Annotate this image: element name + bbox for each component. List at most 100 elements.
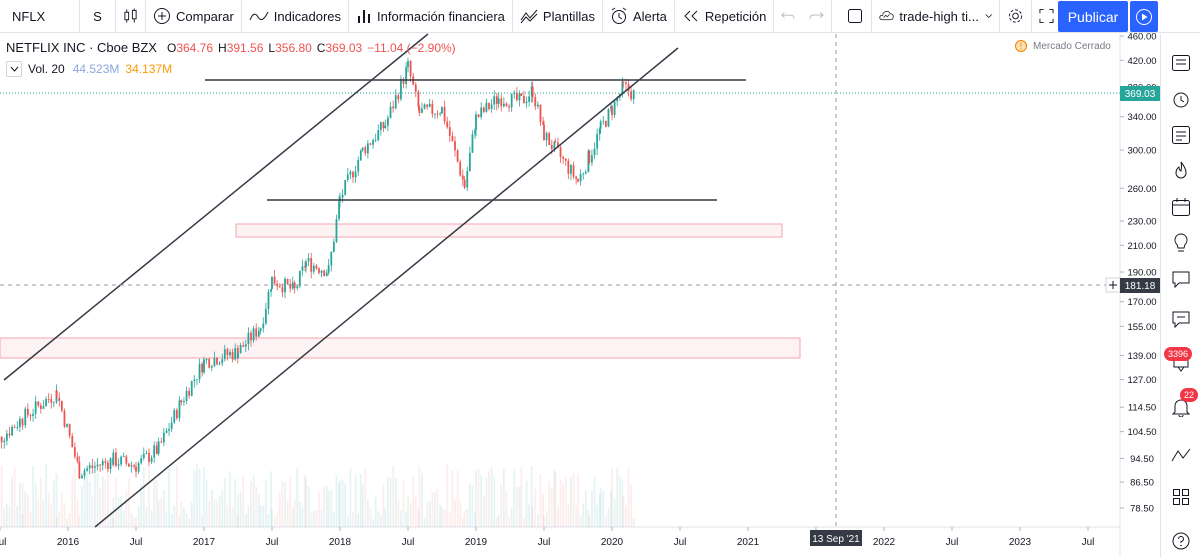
- interval-selector[interactable]: S: [80, 0, 116, 33]
- channel-lower-line[interactable]: [94, 47, 679, 528]
- candle-body: [493, 96, 496, 105]
- volume-bar: [148, 465, 150, 527]
- watchlist-button[interactable]: [1170, 52, 1192, 74]
- candle-body: [133, 465, 136, 467]
- volume-bar: [611, 467, 613, 527]
- volume-bar: [361, 484, 364, 527]
- replay-button[interactable]: Repetición: [675, 0, 775, 33]
- candle-body: [112, 452, 115, 465]
- alert-button[interactable]: Alerta: [603, 0, 675, 33]
- volume-bar: [520, 467, 523, 527]
- volume-bar: [570, 477, 572, 527]
- symbol-search[interactable]: NFLX: [0, 0, 80, 33]
- financials-button[interactable]: Información financiera: [349, 0, 513, 33]
- candle-body: [418, 107, 421, 113]
- legend-collapse-button[interactable]: [6, 61, 22, 77]
- candle-body: [352, 171, 354, 178]
- video-button[interactable]: [1130, 1, 1158, 32]
- candle-body: [210, 366, 213, 368]
- expand-icon: [1039, 8, 1054, 24]
- settings-button[interactable]: [1000, 0, 1033, 33]
- volume-bar: [562, 482, 565, 527]
- publish-button[interactable]: Publicar: [1058, 1, 1128, 32]
- messages-button[interactable]: [1170, 308, 1192, 330]
- volume-bar: [596, 505, 599, 527]
- crosshair-plus-button[interactable]: [1105, 277, 1121, 293]
- volume-bar: [505, 490, 508, 527]
- candle-body: [242, 345, 245, 347]
- volume-bar: [409, 502, 412, 527]
- templates-icon: [520, 9, 538, 24]
- volume-bar: [18, 483, 21, 527]
- alerts-panel-button[interactable]: [1170, 88, 1192, 110]
- candle-body: [99, 464, 102, 466]
- candle-body: [528, 96, 531, 102]
- volume-bar: [436, 489, 439, 527]
- volume-bar: [81, 485, 83, 527]
- candle-body: [178, 400, 181, 419]
- candle-body: [18, 418, 21, 428]
- demand-zone-lower[interactable]: [0, 337, 801, 359]
- candle-body: [550, 144, 553, 149]
- candle-body: [402, 79, 405, 84]
- volume-bar: [352, 511, 354, 527]
- chats-button[interactable]: [1170, 268, 1192, 290]
- volume-bar: [384, 508, 387, 527]
- candle-body: [454, 141, 456, 151]
- time-tick-label: Jul: [402, 537, 415, 548]
- volume-bar: [5, 503, 8, 527]
- candle-body: [598, 128, 601, 135]
- candle-body: [83, 470, 86, 476]
- candle-body: [122, 456, 125, 458]
- volume-bar: [332, 512, 335, 527]
- volume-bar: [530, 466, 533, 527]
- templates-button[interactable]: Plantillas: [513, 0, 603, 33]
- volume-bar: [359, 474, 362, 527]
- fullscreen-toggle-button[interactable]: [838, 0, 873, 33]
- hotlists-button[interactable]: [1170, 160, 1192, 182]
- volume-bar: [325, 485, 328, 527]
- volume-bar: [229, 471, 231, 527]
- undo-icon: [781, 12, 795, 19]
- calendar-button[interactable]: [1170, 196, 1192, 218]
- price-chart[interactable]: 460.00420.00380.00340.00300.00260.00230.…: [0, 0, 1160, 557]
- volume-bar: [234, 478, 237, 527]
- candle-body: [417, 91, 420, 108]
- price-axis[interactable]: 460.00420.00380.00340.00300.00260.00230.…: [1120, 32, 1157, 515]
- time-axis[interactable]: Jul 2016 Jul 2017 Jul 2018 Jul 2019 Jul 2020 Jul 20…: [0, 527, 1094, 548]
- bar-chart-icon: [358, 10, 371, 23]
- order-panel-button[interactable]: [1170, 444, 1192, 466]
- lightbulb-icon: [1174, 233, 1188, 252]
- volume-bar: [160, 497, 163, 527]
- candle-body: [145, 453, 148, 454]
- channel-upper-line[interactable]: [3, 33, 429, 381]
- indicators-button[interactable]: Indicadores: [242, 0, 350, 33]
- candle-body: [588, 150, 591, 163]
- candle-body: [441, 107, 443, 114]
- chevron-down-icon: [985, 14, 992, 19]
- volume-bar: [150, 510, 153, 527]
- candle-body: [213, 357, 216, 367]
- candle-body: [599, 121, 602, 129]
- volume-bar: [271, 508, 273, 527]
- help-button[interactable]: [1170, 530, 1192, 552]
- redo-button[interactable]: [802, 0, 833, 33]
- chart-type-button[interactable]: [116, 0, 146, 33]
- candle-body: [267, 291, 270, 309]
- market-status[interactable]: ! Mercado Cerrado: [1015, 40, 1111, 52]
- demand-zone-upper[interactable]: [235, 223, 783, 238]
- volume-bar: [140, 484, 143, 527]
- ideas-stream-button[interactable]: [1170, 232, 1192, 254]
- candle-body: [76, 456, 79, 462]
- undo-button[interactable]: [774, 0, 802, 33]
- candle-body: [584, 171, 587, 174]
- volume-bar: [262, 505, 265, 527]
- layout-selector[interactable]: trade-high ti...: [872, 0, 1001, 33]
- data-window-button[interactable]: [1170, 124, 1192, 146]
- volume-bar: [135, 517, 137, 527]
- candle-body: [201, 363, 204, 373]
- object-tree-button[interactable]: [1170, 486, 1192, 508]
- compare-button[interactable]: Comparar: [146, 0, 242, 33]
- candle-body: [196, 379, 198, 381]
- candle-body: [125, 456, 128, 464]
